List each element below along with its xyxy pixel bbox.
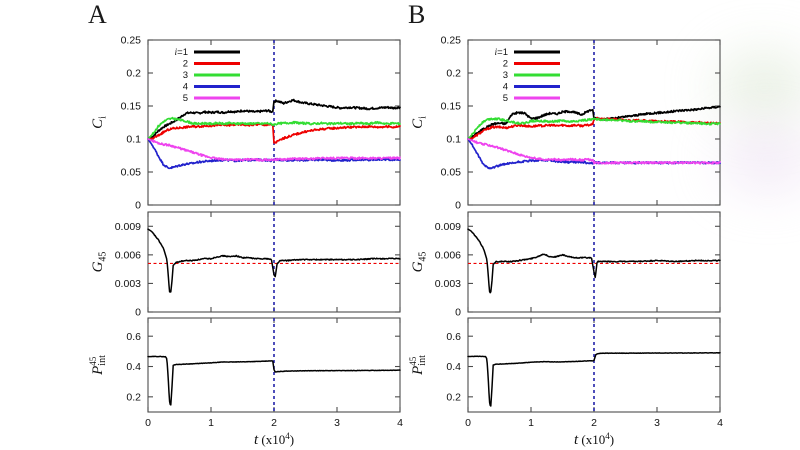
y-tick-label: 0.006 [435,249,461,261]
y-tick-label: 0.1 [126,134,141,146]
y-tick-label: 0 [455,307,461,319]
series-line-5 [147,138,401,162]
x-tick-label: 4 [397,417,403,429]
y-tick-label: 0.2 [446,68,461,80]
legend-label: 3 [503,70,508,81]
y-tick-label: 0.003 [115,278,141,290]
y-axis-label-ci: Ci [410,116,429,129]
y-tick-label: 0.2 [446,391,461,403]
series-line-2 [147,122,401,144]
legend-label: i=1 [495,47,508,58]
y-tick-label: 0 [455,200,461,212]
x-tick-label: 3 [654,417,660,429]
subplot-g45: 0 0.003 0.006 0.009 G45 [410,211,721,319]
panel-b-plots: 00.050.10.150.20.25i=12345Ci00.0030.0060… [408,35,723,448]
x-axis-label: t (x104) [574,431,614,448]
legend-label: 5 [503,93,508,104]
y-axis-label-pint: P45int [88,355,108,376]
y-axis-label-pint: P45int [408,355,428,376]
y-tick-label: 0.6 [126,331,141,343]
subplot-pint: 0.2 0.4 0.6 P45int 0 1 2 3 4 t (x104) [88,317,403,448]
x-tick-label: 4 [717,417,723,429]
panel-a-plots: 00.050.10.150.20.25i=12345Ci00.0030.0060… [88,35,403,448]
y-tick-label: 0.05 [121,167,142,179]
background-blob-green [716,52,800,122]
legend-label: 4 [183,82,188,93]
y-axis-label-g45: G45 [90,252,109,273]
subplot-g45: 0 0.003 0.006 0.009 G45 [90,211,401,319]
x-tick-label: 3 [334,417,340,429]
series-line-3 [147,116,401,140]
x-tick-label: 2 [591,417,597,429]
y-tick-label: 0.009 [435,221,461,233]
panel-b: B 0 0.05 0.1 0.15 0.2 0.25 i=1 2 3 4 5 Ci 0 0.003 0.00… [320,0,723,450]
series-line-3 [467,117,721,140]
subplot-pint: 0.2 0.4 0.6 P45int 0 1 2 3 4 t (x104) [408,317,723,448]
y-tick-label: 0.006 [115,249,141,261]
y-tick-label: 0.003 [435,278,461,290]
y-tick-label: 0 [135,307,141,319]
x-tick-label: 1 [208,417,214,429]
y-tick-label: 0.05 [441,167,462,179]
x-tick-label: 1 [528,417,534,429]
series-line-g45 [147,228,401,293]
series-line-i1 [147,98,401,140]
legend-label: 3 [183,70,188,81]
y-tick-label: 0.15 [121,101,142,113]
y-tick-label: 0.009 [115,221,141,233]
y-tick-label: 0.25 [441,35,462,47]
y-tick-label: 0.15 [441,101,462,113]
y-tick-label: 0.1 [446,134,461,146]
y-tick-label: 0.6 [446,331,461,343]
legend-label: i=1 [175,47,188,58]
y-axis-label-ci: Ci [90,116,109,129]
legend-label: 5 [183,93,188,104]
legend-label: 2 [503,59,508,70]
y-tick-label: 0 [135,200,141,212]
background-blob-violet [722,128,800,190]
legend-label: 4 [503,82,508,93]
x-tick-label: 0 [145,417,151,429]
y-tick-label: 0.4 [446,361,461,373]
panel-b-label: B [408,0,426,29]
y-tick-label: 0.2 [126,391,141,403]
y-tick-label: 0.25 [121,35,142,47]
series-line-pint45 [467,351,721,407]
series-line-g45 [467,228,721,294]
x-tick-label: 2 [271,417,277,429]
panel-a: A 0 0.05 0.1 0.15 0.2 0.25 i=1 2 3 4 5 Ci 0 0.003 0.00… [88,0,403,449]
y-tick-label: 0.4 [126,361,141,373]
series-line-5 [467,138,721,165]
panel-a-label: A [88,0,107,29]
series-line-pint45 [147,355,401,406]
y-tick-label: 0.2 [126,68,141,80]
y-axis-label-g45: G45 [410,252,429,273]
x-axis-label: t (x104) [254,431,294,448]
x-tick-label: 0 [465,417,471,429]
legend-label: 2 [183,59,188,70]
